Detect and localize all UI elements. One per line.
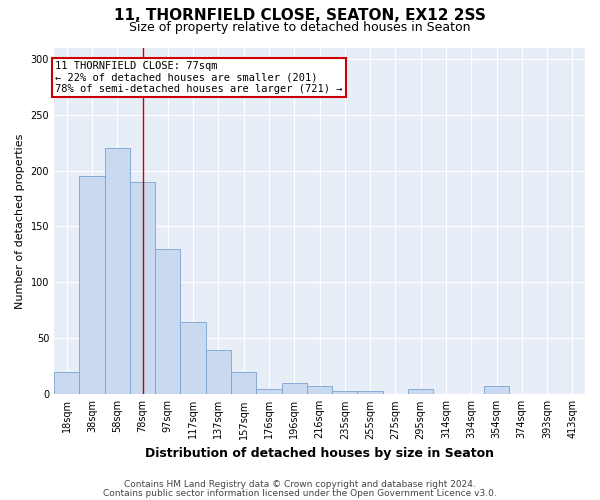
X-axis label: Distribution of detached houses by size in Seaton: Distribution of detached houses by size … — [145, 447, 494, 460]
Text: Contains HM Land Registry data © Crown copyright and database right 2024.: Contains HM Land Registry data © Crown c… — [124, 480, 476, 489]
Text: 11 THORNFIELD CLOSE: 77sqm
← 22% of detached houses are smaller (201)
78% of sem: 11 THORNFIELD CLOSE: 77sqm ← 22% of deta… — [55, 61, 343, 94]
Bar — [79, 176, 104, 394]
Bar — [307, 386, 332, 394]
Bar — [104, 148, 130, 394]
Bar — [54, 372, 79, 394]
Bar — [281, 383, 307, 394]
Bar — [256, 388, 281, 394]
Bar — [358, 391, 383, 394]
Bar — [181, 322, 206, 394]
Bar — [155, 249, 181, 394]
Bar — [332, 391, 358, 394]
Bar — [231, 372, 256, 394]
Bar — [130, 182, 155, 394]
Text: 11, THORNFIELD CLOSE, SEATON, EX12 2SS: 11, THORNFIELD CLOSE, SEATON, EX12 2SS — [114, 8, 486, 22]
Y-axis label: Number of detached properties: Number of detached properties — [15, 133, 25, 308]
Bar — [484, 386, 509, 394]
Bar — [206, 350, 231, 395]
Bar — [408, 388, 433, 394]
Text: Size of property relative to detached houses in Seaton: Size of property relative to detached ho… — [129, 21, 471, 34]
Text: Contains public sector information licensed under the Open Government Licence v3: Contains public sector information licen… — [103, 488, 497, 498]
